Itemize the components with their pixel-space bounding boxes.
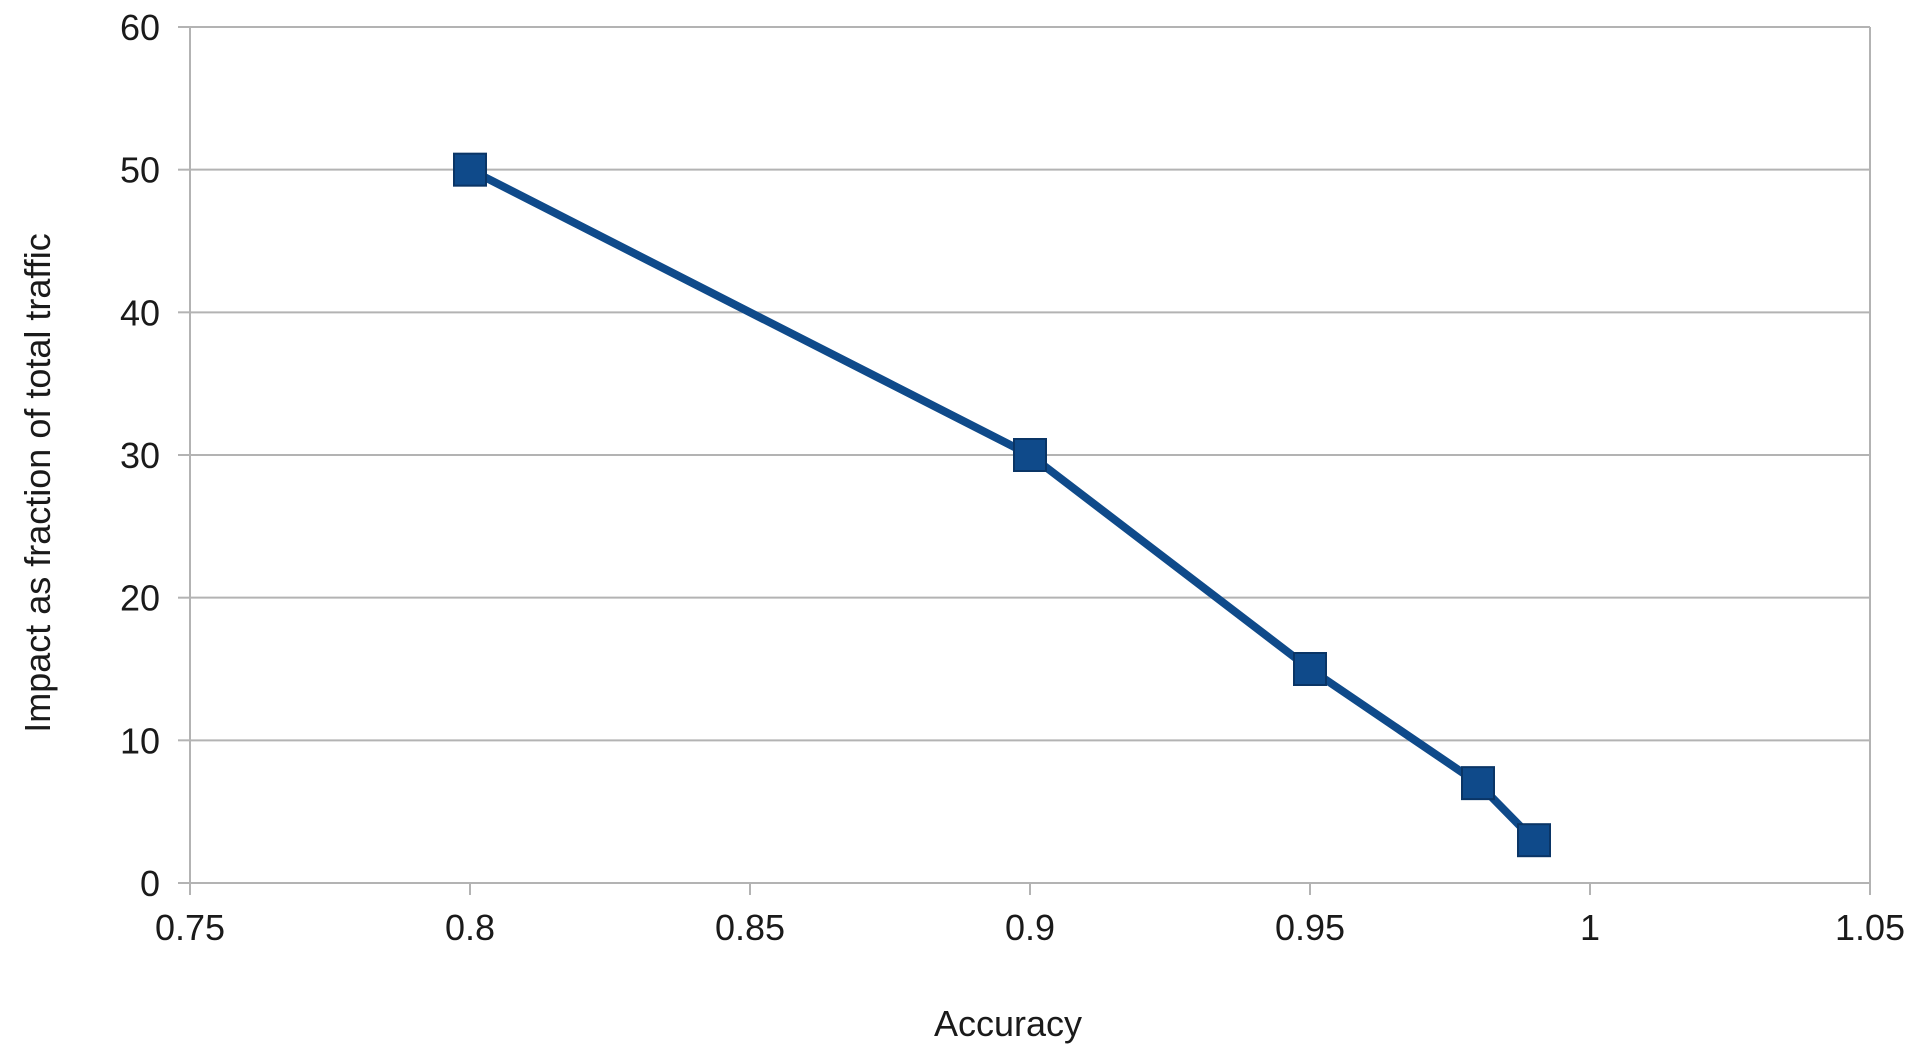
y-axis-title: Impact as fraction of total traffic xyxy=(17,233,58,733)
x-tick-label: 1.05 xyxy=(1835,907,1905,948)
x-tick-label: 0.8 xyxy=(445,907,495,948)
y-tick-label: 50 xyxy=(120,150,160,191)
x-axis-title: Accuracy xyxy=(934,1003,1082,1044)
y-tick-label: 40 xyxy=(120,292,160,333)
data-point xyxy=(1013,438,1047,472)
x-ticks: 0.75 0.8 0.85 0.9 0.95 1 1.05 xyxy=(155,883,1905,948)
x-tick-label: 0.9 xyxy=(1005,907,1055,948)
data-point xyxy=(1461,766,1495,801)
data-point xyxy=(1293,652,1327,686)
y-tick-label: 0 xyxy=(140,863,160,904)
x-tick-label: 0.85 xyxy=(715,907,785,948)
y-tick-label: 20 xyxy=(120,578,160,619)
y-ticks: 0 10 20 30 40 50 60 xyxy=(120,7,190,904)
series xyxy=(453,152,1551,858)
y-tick-label: 10 xyxy=(120,720,160,761)
x-tick-label: 0.75 xyxy=(155,907,225,948)
y-tick-label: 30 xyxy=(120,435,160,476)
data-point xyxy=(453,152,487,187)
x-tick-label: 1 xyxy=(1580,907,1600,948)
data-point xyxy=(1517,823,1551,858)
y-tick-label: 60 xyxy=(120,7,160,48)
x-tick-label: 0.95 xyxy=(1275,907,1345,948)
